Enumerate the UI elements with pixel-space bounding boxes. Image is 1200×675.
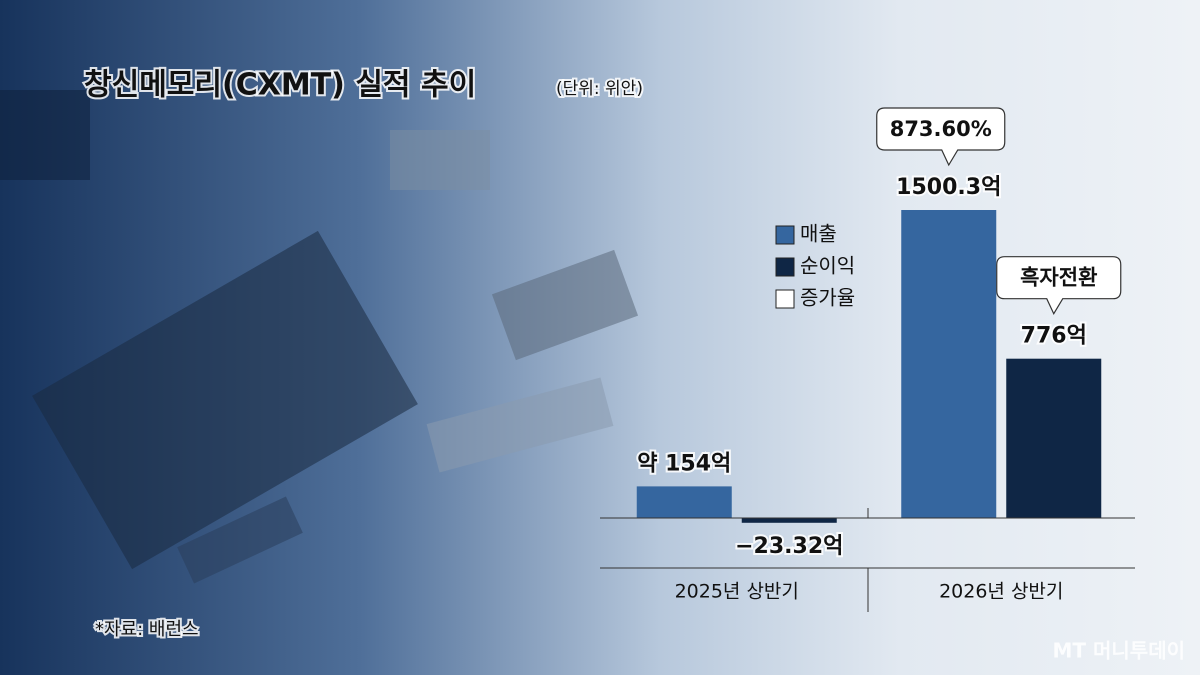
bar bbox=[1006, 358, 1102, 518]
legend-label: 순이익 bbox=[800, 254, 855, 278]
callout-bubble bbox=[876, 107, 1006, 167]
value-label: 약 154억 bbox=[637, 451, 731, 476]
legend-swatch bbox=[775, 225, 795, 245]
legend-label: 매출 bbox=[800, 222, 837, 246]
circuit-decor bbox=[0, 90, 639, 584]
legend-swatch bbox=[775, 257, 795, 277]
bar bbox=[901, 210, 997, 518]
callout-bubble bbox=[996, 256, 1122, 315]
value-label: −23.32억 bbox=[735, 534, 843, 559]
legend-swatch bbox=[775, 289, 795, 309]
bar bbox=[636, 486, 732, 518]
value-label: 1500.3억 bbox=[896, 175, 1001, 200]
legend-label: 증가율 bbox=[800, 286, 855, 310]
bar bbox=[741, 518, 837, 523]
value-label: 776억 bbox=[1021, 324, 1087, 349]
chart-subtitle: (단위: 위안) bbox=[556, 79, 643, 99]
callout-text: 흑자전환 bbox=[1020, 266, 1097, 290]
chart-title: 창신메모리(CXMT) 실적 추이 bbox=[84, 68, 476, 103]
source: *자료: 배런스 bbox=[95, 619, 199, 640]
x-tick-label: 2025년 상반기 bbox=[675, 581, 799, 603]
callout-text: 873.60% bbox=[890, 117, 992, 141]
x-tick-label: 2026년 상반기 bbox=[939, 581, 1063, 603]
logo: MT 머니투데이 bbox=[1052, 639, 1185, 663]
